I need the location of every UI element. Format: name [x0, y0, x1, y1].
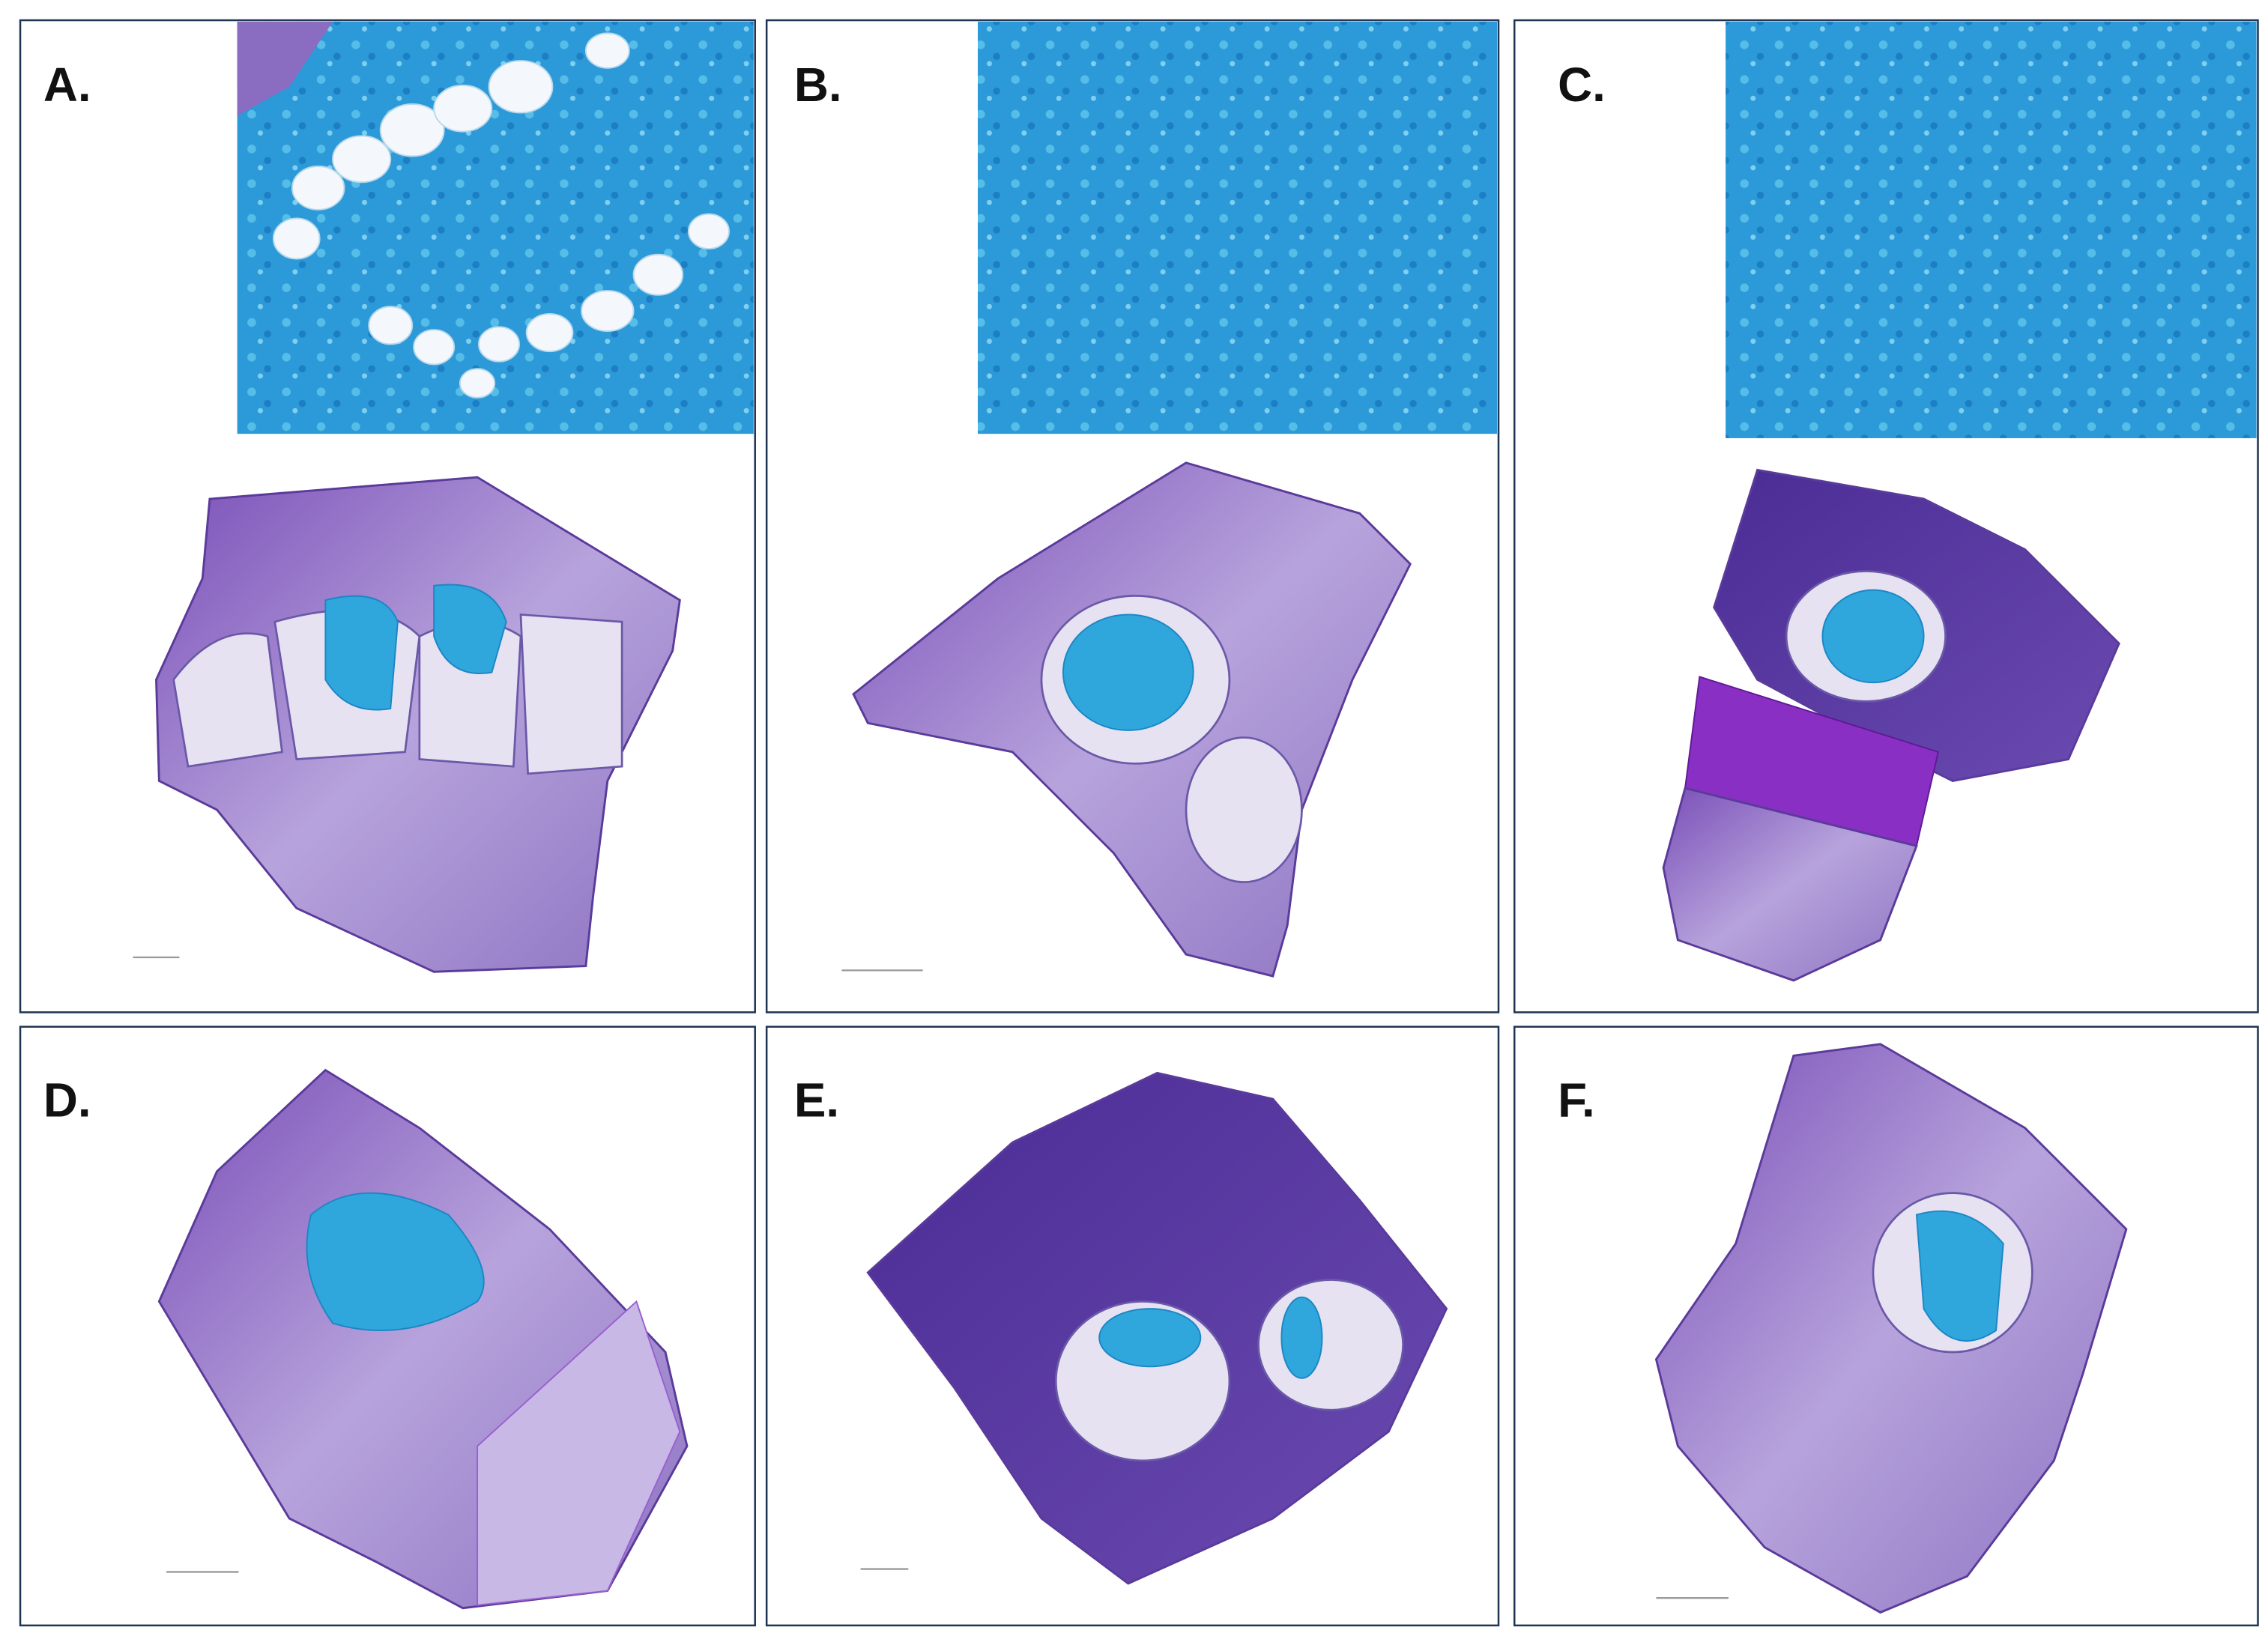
material [1098, 1308, 1202, 1368]
panel: D. [19, 1026, 756, 1627]
inset-image [978, 21, 1498, 434]
panel: B. [765, 19, 1500, 1014]
lobule [519, 614, 623, 775]
panel-label: C. [1558, 58, 1606, 112]
tissue-section [1654, 1043, 2128, 1614]
lobule [172, 632, 283, 768]
panel: A. [19, 19, 756, 1014]
lobule [1185, 736, 1303, 883]
material [433, 584, 507, 674]
material [1821, 589, 1925, 684]
panel-label: F. [1558, 1073, 1595, 1127]
material [1062, 614, 1194, 731]
panel: E. [765, 1026, 1500, 1627]
adipocytes [272, 32, 730, 399]
panel: F. [1513, 1026, 2259, 1627]
tissue-edge [237, 21, 333, 116]
panel-label: D. [43, 1073, 91, 1127]
panel: C. [1513, 19, 2259, 1014]
material [1915, 1210, 2004, 1342]
muscle [477, 1300, 681, 1606]
tissue-section [1662, 787, 1918, 982]
material [306, 1192, 485, 1332]
panel-label: A. [43, 58, 91, 112]
tissue-section [155, 476, 681, 973]
panel-label: B. [794, 58, 842, 112]
panel-label: E. [794, 1073, 839, 1127]
material [324, 595, 399, 711]
lobule [1257, 1279, 1404, 1411]
panels: A. B. C. D. E. [19, 19, 2259, 1627]
inset-image [1726, 21, 2257, 438]
material [1280, 1296, 1323, 1379]
